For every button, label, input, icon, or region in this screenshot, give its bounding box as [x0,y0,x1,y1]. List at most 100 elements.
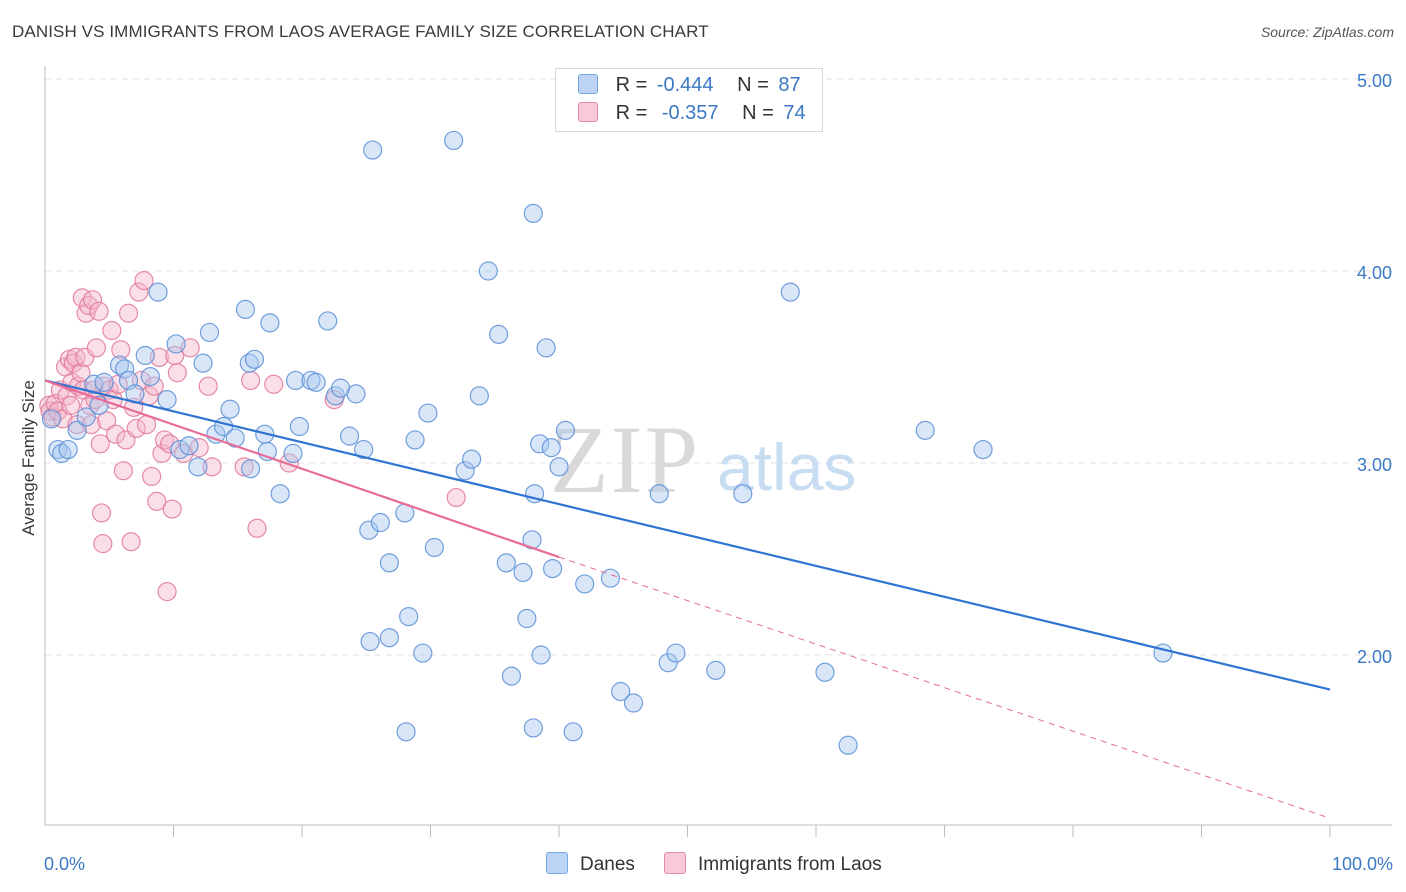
danes-point [370,512,390,533]
danes-point [289,416,310,437]
danes-point [379,553,399,573]
danes-point [67,420,87,440]
danes-point [915,420,935,440]
laos-point [279,453,299,473]
danes-point [193,353,213,373]
source-label: Source: ZipAtlas.com [1260,24,1394,40]
danes-point [658,653,678,673]
danes-point [76,407,96,427]
danes-point [270,484,290,504]
laos-point [102,320,122,341]
danes-point [517,608,537,629]
laos-point [90,434,110,454]
danes-point [405,430,425,450]
danes-point [496,553,516,573]
laos-point [118,303,139,323]
series-danes-points [41,130,1173,755]
legend-n-value: 87 [778,74,801,96]
laos-point [241,370,261,391]
danes-point [363,140,383,160]
legend-r-value: -0.357 [661,102,719,124]
laos-point [167,363,187,383]
danes-point [555,420,576,440]
danes-point [733,484,753,504]
laos-point [202,457,222,477]
legend: R = -0.444 N = 87 R = -0.357 N = 74 [555,68,823,132]
x-tick-label: 100.0% [1332,854,1393,874]
danes-point [455,461,475,481]
danes-point [359,520,379,540]
danes-point [444,130,464,151]
laos-point [149,347,169,367]
danes-point [396,722,416,742]
watermark-atlas: atlas [717,430,856,504]
laos-point [446,487,466,508]
chart-title: DANISH VS IMMIGRANTS FROM LAOS AVERAGE F… [12,22,709,41]
legend-swatch-danes [578,74,598,94]
bottom-legend-laos: Immigrants from Laos [664,852,882,876]
legend-row-danes: R = -0.444 N = 87 [578,74,801,100]
laos-point [93,534,113,554]
danes-point [41,409,62,429]
laos-point [126,418,146,439]
bottom-legend-swatch-danes [546,852,568,874]
danes-point [399,606,419,627]
danes-point [220,399,240,419]
series-laos-points [39,271,466,602]
laos-point [89,301,109,321]
danes-point [166,334,186,354]
danes-point [306,372,326,392]
danes-point [360,631,380,652]
laos-point [121,532,141,552]
laos-point [61,395,81,415]
danes-point [241,459,261,479]
danes-point [780,282,800,302]
danes-point [600,568,621,588]
axes [44,66,1392,837]
laos-trend-extension [558,556,1331,819]
legend-n-label: N = [737,74,769,96]
danes-point [838,735,858,755]
danes-point [109,355,130,375]
bottom-legend-label-laos: Immigrants from Laos [698,854,882,875]
laos-point [106,424,126,444]
laos-trend-line [44,379,560,559]
danes-point [199,322,220,343]
laos-point [180,338,200,358]
y-tick-label: 4.00 [1357,263,1392,283]
danes-point [94,372,114,392]
bottom-legend-swatch-laos [664,852,686,874]
danes-point [244,349,265,369]
legend-r-label: R = [615,74,648,96]
danes-point [530,434,550,454]
laos-point [111,340,131,360]
danes-point [318,311,338,331]
danes-point [563,722,583,742]
laos-point [113,461,133,481]
danes-point [478,261,498,281]
danes-point [541,438,561,458]
bottom-legend-danes: Danes [546,852,635,876]
danes-point [135,345,155,366]
tick-labels: 2.00 3.00 4.00 5.00 0.0% 100.0% [44,71,1393,874]
danes-point [536,338,556,358]
danes-point [379,628,399,648]
watermark: ZIP atlas [550,406,856,513]
danes-trend-line [44,379,1331,691]
y-tick-label: 3.00 [1357,455,1392,475]
danes-point [157,390,177,410]
danes-point [225,428,245,448]
danes-point [623,693,644,713]
danes-point [285,370,306,391]
laos-point [198,376,218,396]
laos-point [86,338,107,358]
legend-r-label: R = [615,102,648,124]
danes-point [462,449,482,469]
danes-point [549,457,569,477]
danes-point [339,426,360,446]
danes-point [523,203,543,223]
danes-point [418,403,438,423]
laos-point [129,282,149,302]
laos-point [147,491,167,511]
